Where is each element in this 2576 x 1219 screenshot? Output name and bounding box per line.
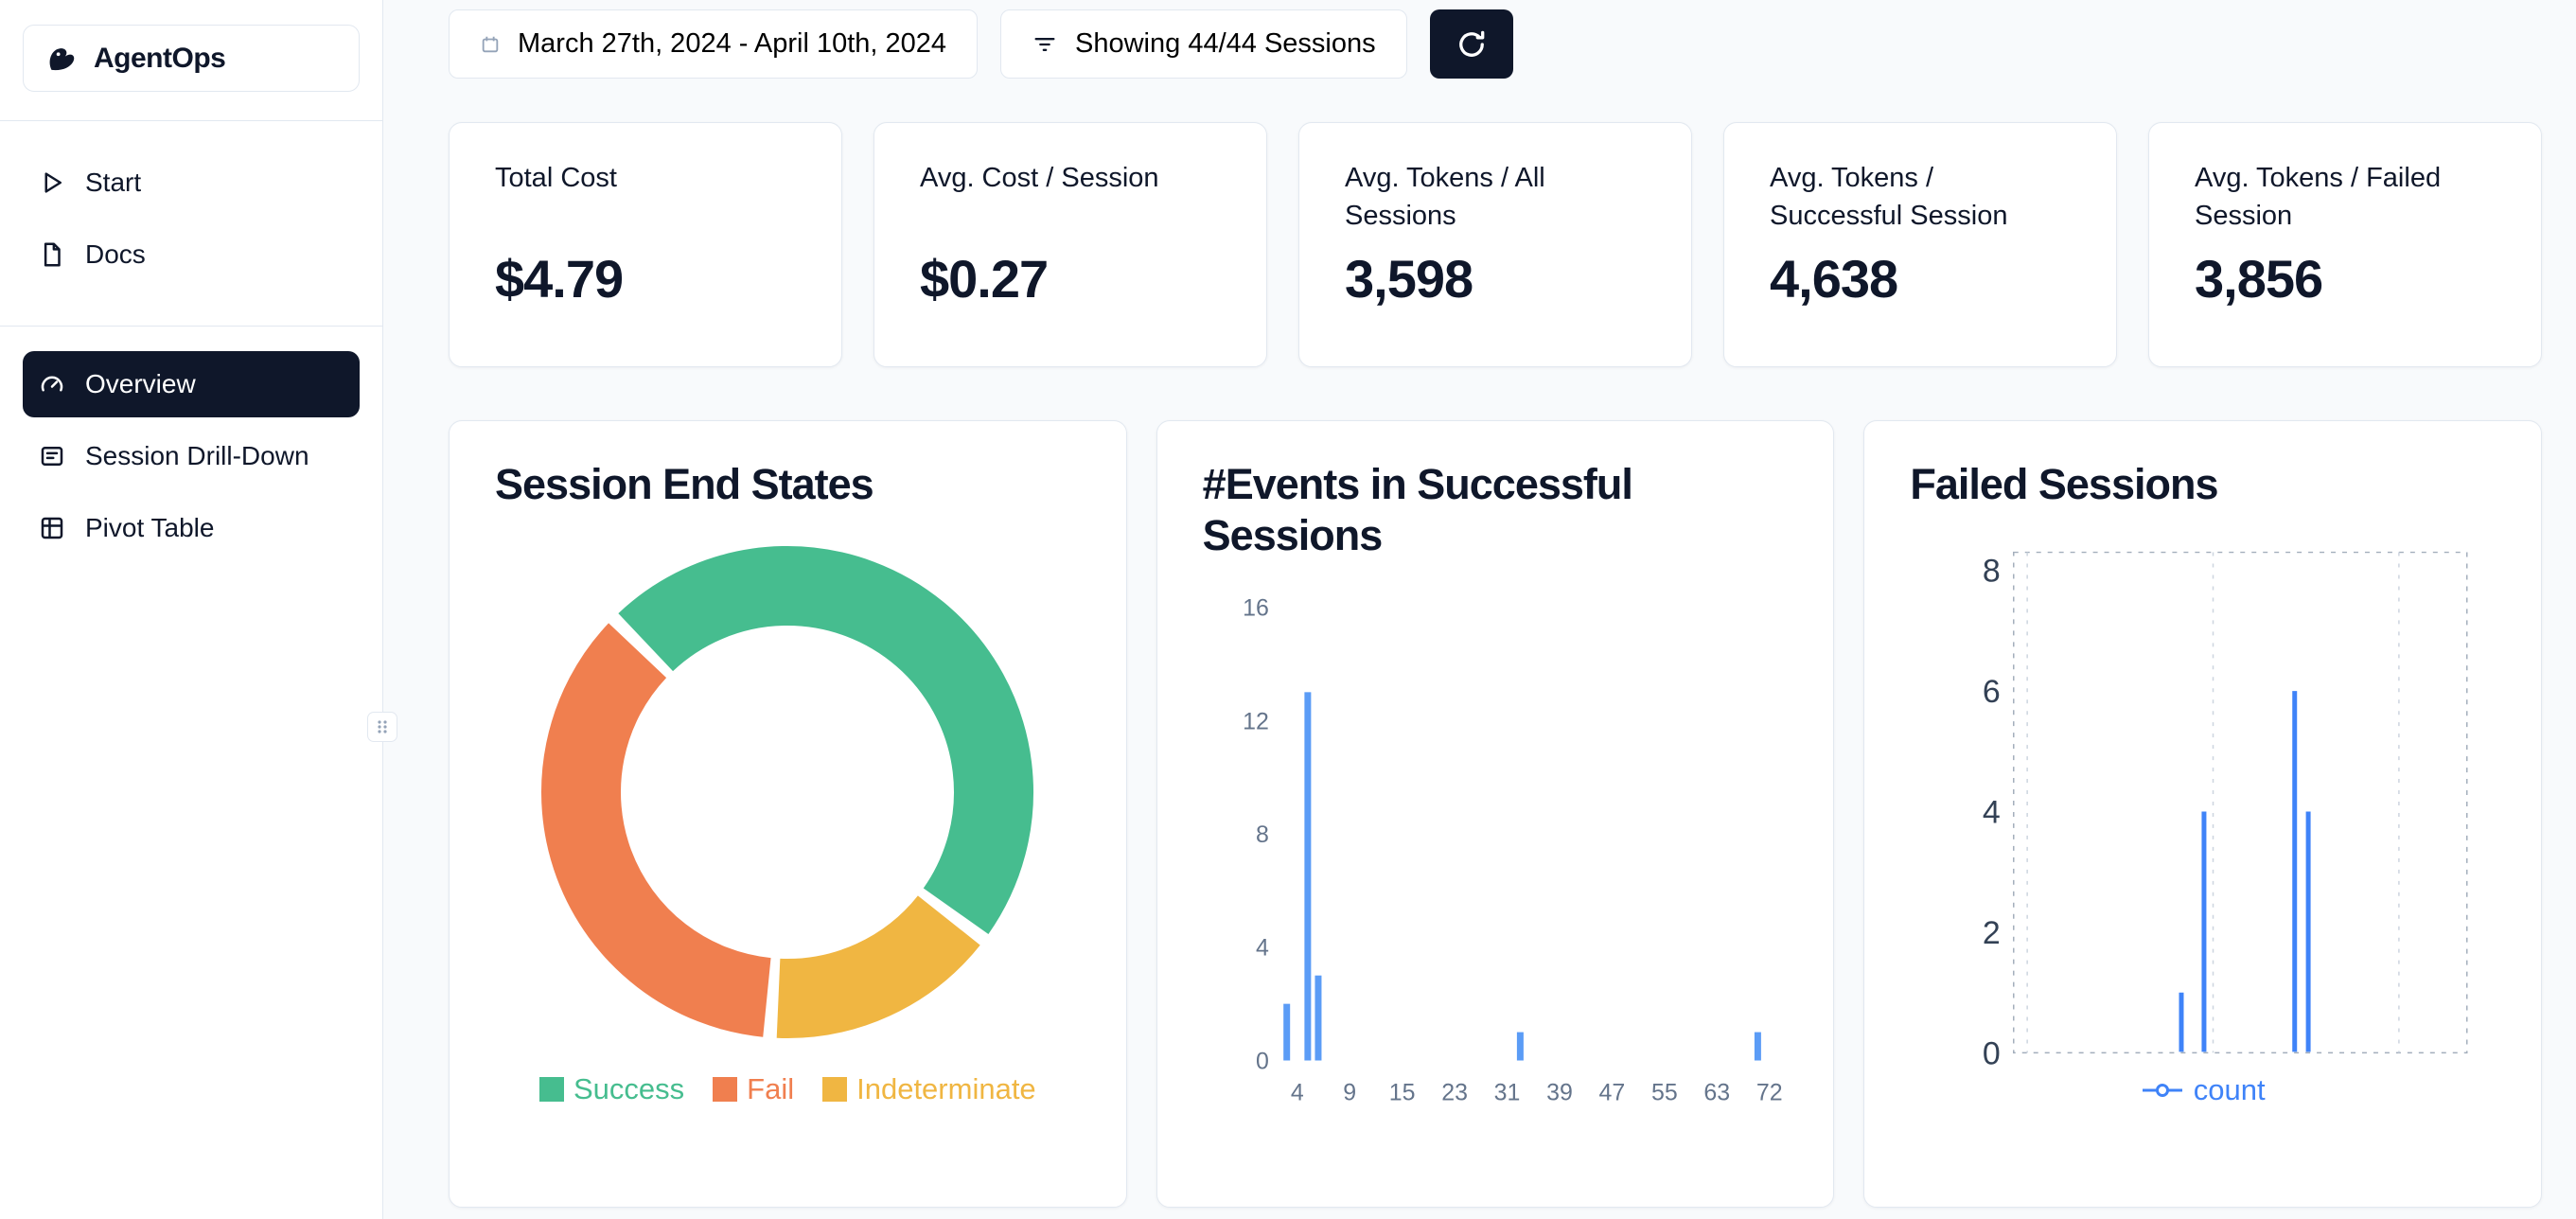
sidebar-resize-handle[interactable] <box>367 712 397 742</box>
legend-swatch <box>713 1077 738 1102</box>
date-range-button[interactable]: March 27th, 2024 - April 10th, 2024 <box>449 9 979 79</box>
stat-label: Avg. Tokens / All Sessions <box>1345 163 1545 231</box>
stat-value: 3,856 <box>2195 249 2323 309</box>
sidebar-item-label: Overview <box>85 369 196 398</box>
calendar-icon <box>480 34 501 55</box>
svg-text:0: 0 <box>1983 1035 2001 1068</box>
legend-swatch <box>538 1077 564 1102</box>
count-legend-label: count <box>2193 1073 2266 1106</box>
stat-card-avg-tokens-successful: Avg. Tokens / Successful Session 4,638 <box>1723 122 2117 367</box>
svg-text:15: 15 <box>1388 1079 1415 1105</box>
brand-name: AgentOps <box>94 42 226 74</box>
stat-value: 3,598 <box>1345 249 1473 309</box>
sidebar-item-label: Docs <box>85 239 146 269</box>
play-icon <box>38 168 66 197</box>
topbar: March 27th, 2024 - April 10th, 2024 Show… <box>449 9 2542 79</box>
chart-title: #Events in Successful Sessions <box>1202 460 1633 559</box>
donut-legend-item[interactable]: Indeterminate <box>822 1072 1036 1106</box>
sidebar-item-label: Pivot Table <box>85 513 215 542</box>
sessions-filter-button[interactable]: Showing 44/44 Sessions <box>1000 9 1407 79</box>
refresh-button[interactable] <box>1429 9 1513 79</box>
svg-text:47: 47 <box>1598 1079 1625 1105</box>
brand: AgentOps <box>23 25 360 92</box>
svg-text:63: 63 <box>1703 1079 1730 1105</box>
stat-label: Avg. Tokens / Successful Session <box>1770 163 2008 231</box>
donut-legend: Success Fail Indeterminate <box>495 1072 1081 1106</box>
svg-text:31: 31 <box>1493 1079 1520 1105</box>
legend-label: Indeterminate <box>856 1072 1036 1105</box>
sidebar-divider <box>0 120 382 121</box>
sidebar-item-label: Start <box>85 168 142 197</box>
failed-sessions-card: Failed Sessions 0 2 4 6 8 count <box>1863 420 2543 1208</box>
drill-down-icon <box>38 442 66 470</box>
svg-text:72: 72 <box>1756 1079 1783 1105</box>
filter-icon <box>1032 31 1058 58</box>
svg-text:4: 4 <box>1291 1079 1304 1105</box>
chart-title: Session End States <box>495 460 874 508</box>
svg-text:12: 12 <box>1243 708 1269 734</box>
legend-swatch <box>822 1077 848 1102</box>
charts-row: Session End States Success Fail Indeterm… <box>449 420 2543 1208</box>
stat-card-total-cost: Total Cost $4.79 <box>449 122 842 367</box>
stat-label: Avg. Cost / Session <box>920 163 1159 193</box>
count-legend-marker-icon <box>2141 1084 2184 1097</box>
document-icon <box>38 240 66 269</box>
svg-text:4: 4 <box>1256 935 1269 962</box>
date-range-label: March 27th, 2024 - April 10th, 2024 <box>518 28 947 59</box>
svg-text:39: 39 <box>1546 1079 1573 1105</box>
chart-title: Failed Sessions <box>1910 460 2218 508</box>
main-content: March 27th, 2024 - April 10th, 2024 Show… <box>383 0 2576 1219</box>
donut-svg <box>541 546 1034 1038</box>
svg-text:9: 9 <box>1343 1079 1356 1105</box>
sidebar-item-overview[interactable]: Overview <box>23 351 360 417</box>
sidebar-item-docs[interactable]: Docs <box>23 221 360 288</box>
count-legend[interactable]: count <box>1910 1073 2496 1107</box>
session-end-states-card: Session End States Success Fail Indeterm… <box>449 420 1127 1208</box>
stat-value: $0.27 <box>920 249 1049 309</box>
stat-value: $4.79 <box>495 249 624 309</box>
legend-label: Fail <box>747 1072 795 1105</box>
donut-legend-item[interactable]: Success <box>538 1072 685 1106</box>
svg-text:8: 8 <box>1983 554 2001 590</box>
gauge-icon <box>38 370 66 398</box>
sidebar: AgentOps Start Docs Overview Session Dri… <box>0 0 397 1219</box>
stat-card-avg-tokens-all: Avg. Tokens / All Sessions 3,598 <box>1298 122 1692 367</box>
sidebar-divider <box>0 326 382 327</box>
refresh-icon <box>1455 27 1489 62</box>
sidebar-item-label: Session Drill-Down <box>85 441 309 470</box>
sidebar-item-pivot-table[interactable]: Pivot Table <box>23 495 360 561</box>
sessions-filter-label: Showing 44/44 Sessions <box>1075 28 1376 59</box>
stat-card-avg-cost-session: Avg. Cost / Session $0.27 <box>873 122 1267 367</box>
donut-legend-item[interactable]: Fail <box>713 1072 794 1106</box>
legend-label: Success <box>573 1072 685 1105</box>
stats-row: Total Cost $4.79 Avg. Cost / Session $0.… <box>449 122 2542 367</box>
svg-text:0: 0 <box>1256 1048 1269 1074</box>
sidebar-item-start[interactable]: Start <box>23 150 360 216</box>
svg-text:16: 16 <box>1243 595 1269 622</box>
svg-text:55: 55 <box>1651 1079 1678 1105</box>
svg-text:8: 8 <box>1256 822 1269 848</box>
spikes-svg: 0 2 4 6 8 <box>1983 551 2468 1068</box>
svg-text:23: 23 <box>1441 1079 1468 1105</box>
svg-text:4: 4 <box>1983 795 2001 831</box>
sidebar-item-session-drill-down[interactable]: Session Drill-Down <box>23 423 360 489</box>
stat-label: Total Cost <box>495 163 617 193</box>
stat-label: Avg. Tokens / Failed Session <box>2195 163 2442 231</box>
grip-dots-icon <box>378 720 387 733</box>
stat-card-avg-tokens-failed: Avg. Tokens / Failed Session 3,856 <box>2148 122 2542 367</box>
agentops-logo-icon <box>43 41 79 77</box>
stat-value: 4,638 <box>1770 249 1898 309</box>
svg-text:6: 6 <box>1983 674 2001 710</box>
table-icon <box>38 514 66 542</box>
svg-text:2: 2 <box>1983 915 2001 951</box>
events-successful-sessions-card: #Events in Successful Sessions 0 4 8 12 16 4 9… <box>1156 420 1835 1208</box>
